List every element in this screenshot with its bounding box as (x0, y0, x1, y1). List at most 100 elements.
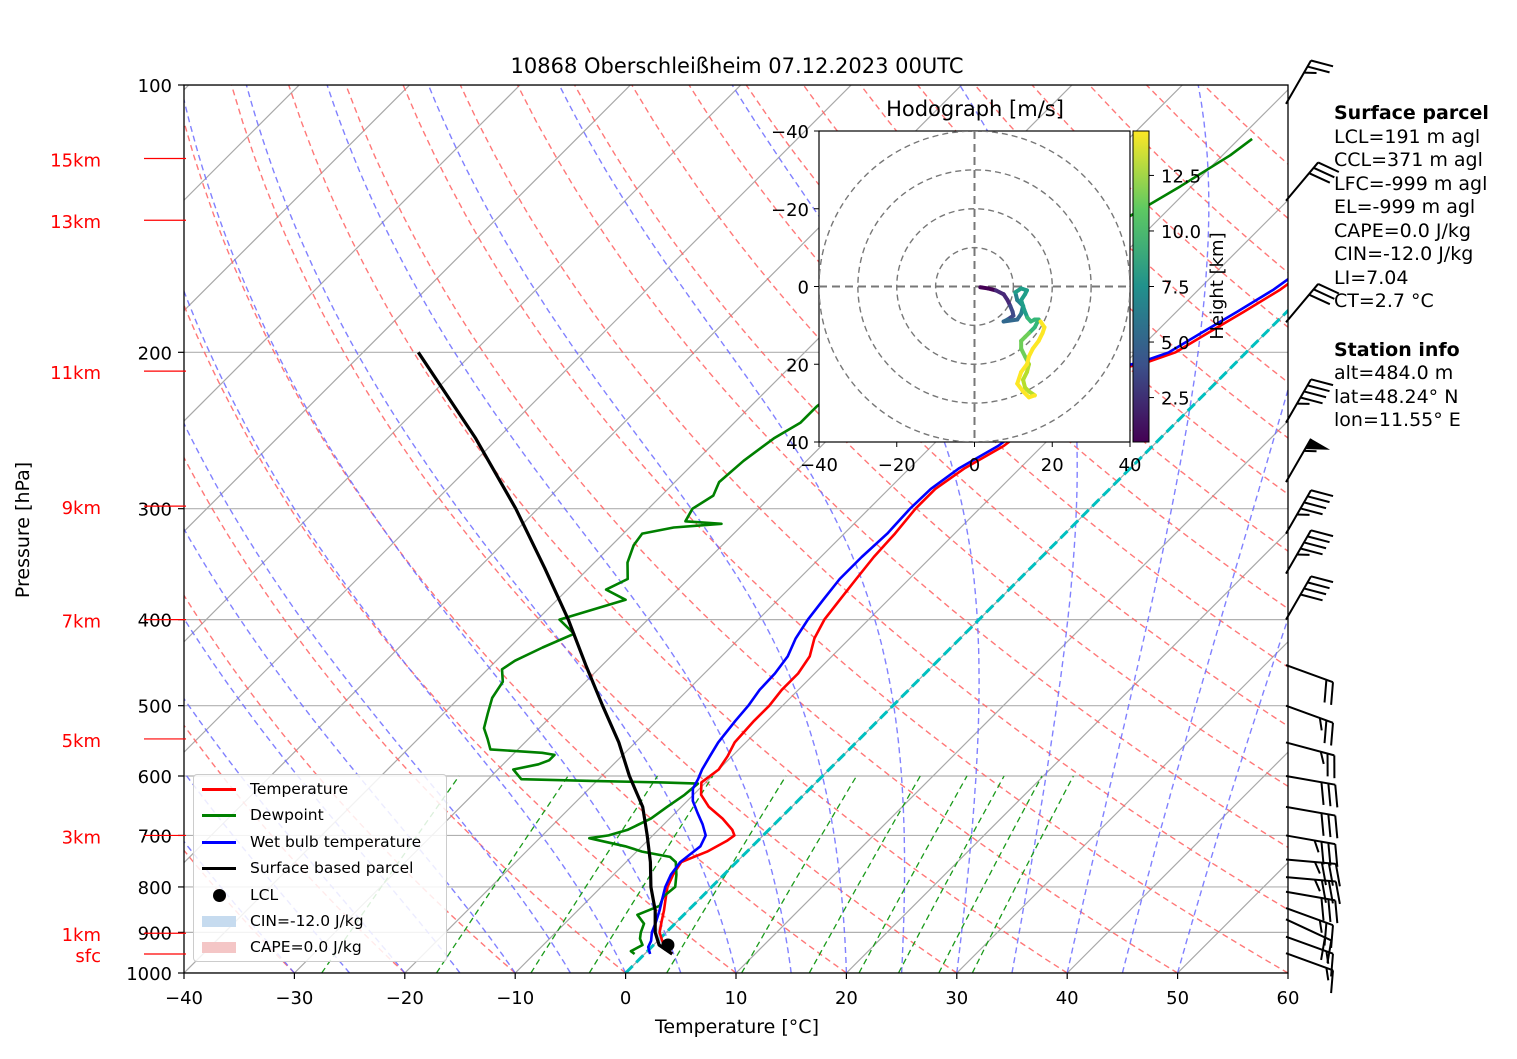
barb-feather (1317, 161, 1340, 173)
x-tick-label: 10 (725, 988, 748, 1009)
barb-feather (1334, 900, 1339, 924)
isotherm-line (1066, 751, 1288, 973)
legend: Temperature Dewpoint Wet bulb temperatur… (193, 774, 447, 962)
barb-feather (1318, 920, 1323, 933)
wet-bulb-line (646, 277, 1288, 955)
station-latitude: lat=48.24° N (1334, 385, 1459, 408)
barb-feather (1303, 587, 1327, 596)
mixing-ratio-line (971, 775, 1074, 973)
colorbar-tick-label: 2.5 (1161, 389, 1190, 410)
isotherm-line (184, 85, 411, 312)
barb-staff (1285, 858, 1336, 865)
moist-adiabat (184, 527, 516, 973)
mixing-ratio-line (588, 775, 714, 973)
dry-adiabat (230, 85, 958, 973)
legend-label: LCL (250, 886, 279, 904)
wind-barb (1285, 59, 1334, 105)
barb-feather (1323, 679, 1328, 703)
wind-barb (1285, 378, 1334, 424)
moist-adiabat (326, 85, 792, 973)
barb-feather (1334, 815, 1339, 839)
barb-staff (1285, 907, 1334, 927)
ct-value: CT=2.7 °C (1334, 290, 1434, 312)
parcel-line (416, 351, 674, 956)
hodograph-segment (1038, 319, 1047, 330)
barb-staff (1285, 890, 1336, 902)
dry-adiabat (288, 85, 1068, 973)
dry-adiabat (459, 85, 1288, 911)
hodograph-ring (857, 169, 1092, 404)
hodograph-x-tick-label: 20 (1041, 455, 1064, 476)
legend-swatch (202, 840, 236, 844)
barb-feather (1313, 861, 1321, 874)
legend-swatch (202, 915, 236, 927)
moist-adiabat (427, 85, 848, 973)
hodograph-x-tick-label: 0 (969, 455, 980, 476)
isotherm-line (184, 85, 521, 422)
el-value: EL=-999 m agl (1334, 196, 1476, 218)
y-tick-label: 100 (138, 76, 172, 97)
hodograph-ring (934, 246, 1015, 327)
height-label: 11km (50, 363, 101, 384)
barb-feather (1300, 547, 1323, 556)
barb-feather (1334, 784, 1339, 808)
height-label: 5km (62, 731, 101, 752)
wind-barb (1285, 283, 1340, 323)
isotherm-line (514, 199, 1288, 973)
moist-adiabat (184, 289, 627, 973)
barb-feather (1310, 59, 1334, 68)
barb-staff (1285, 935, 1334, 955)
hodograph-ring (896, 208, 1053, 365)
dry-adiabat (345, 85, 1178, 973)
barb-feather (1327, 783, 1332, 807)
wind-barb (1285, 876, 1341, 905)
wind-barb (1285, 834, 1339, 867)
isotherm-line (184, 85, 742, 643)
cape-value: CAPE=0.0 J/kg (1334, 219, 1471, 242)
wind-barb (1285, 575, 1334, 621)
legend-label: CIN=-12.0 J/kg (250, 912, 364, 930)
hodograph-y-tick-label: 0 (798, 278, 809, 299)
dry-adiabat (573, 85, 1288, 788)
lcl-marker (661, 938, 675, 952)
barb-feather (1303, 390, 1327, 399)
hodograph-segment (1015, 370, 1024, 386)
surface-parcel-header: Surface parcel (1334, 102, 1489, 124)
wind-barb (1285, 952, 1334, 994)
mixing-ratio-line (897, 775, 1005, 973)
barb-feather (1310, 489, 1334, 498)
colorbar-tick-label: 7.5 (1161, 278, 1190, 299)
barb-feather (1318, 717, 1323, 731)
wind-barb (1285, 775, 1339, 808)
barb-feather (1300, 396, 1323, 405)
barb-feather (1300, 593, 1323, 602)
wind-barb (1285, 489, 1334, 535)
barb-feather (1320, 782, 1325, 806)
moist-adiabat (245, 85, 737, 973)
x-tick-label: 50 (1166, 988, 1189, 1009)
barb-feather (1320, 813, 1325, 836)
isotherm-line (184, 85, 852, 754)
barb-feather (1313, 840, 1320, 853)
wind-barb (1285, 161, 1340, 202)
barb-feather (1320, 841, 1325, 865)
colorbar-tick-label: 5.0 (1161, 333, 1190, 354)
y-tick-label: 800 (138, 878, 172, 899)
hodograph-x-tick-label: −20 (878, 455, 916, 476)
height-label: 13km (50, 212, 101, 233)
legend-swatch (202, 888, 236, 902)
colorbar-label: Height [km] (1207, 232, 1228, 339)
mixing-ratio-line (666, 775, 787, 973)
legend-item-lcl: LCL (202, 885, 278, 905)
x-tick-label: 40 (1056, 988, 1079, 1009)
moist-adiabat (184, 96, 682, 973)
barb-feather (1320, 862, 1327, 886)
barb-feather (1313, 879, 1321, 892)
moist-adiabat (1176, 616, 1288, 973)
legend-swatch (202, 787, 236, 791)
isotherm-line (845, 530, 1288, 973)
barb-staff (1285, 918, 1332, 942)
height-label: 9km (62, 498, 101, 519)
x-axis-label: Temperature [°C] (654, 1016, 819, 1038)
hodograph-segment (1001, 317, 1020, 324)
